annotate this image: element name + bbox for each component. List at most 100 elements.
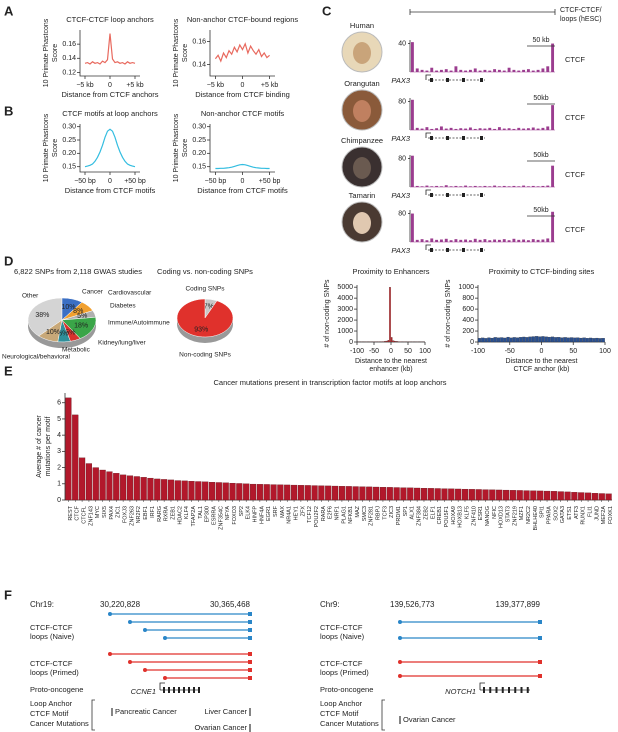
bar: [373, 486, 380, 501]
bar: [379, 487, 387, 501]
bar: [366, 486, 373, 501]
anchor: [248, 620, 252, 624]
legend-text: Cancer Mutations: [320, 719, 379, 728]
exon: [430, 193, 433, 197]
gene-name: CCNE1: [131, 687, 156, 696]
y-tick-label: 400: [462, 317, 474, 324]
x-tick-label: NR4A1: [287, 506, 293, 524]
y-tick-label: 4000: [337, 295, 353, 302]
line: [84, 33, 136, 65]
x-tick-label: E2F6: [328, 506, 334, 519]
track-bar: [435, 185, 439, 187]
track-bar: [502, 185, 506, 187]
y-axis-label: 10 Primate Phastcons: [43, 18, 50, 87]
bar: [311, 485, 318, 501]
bar: [126, 475, 134, 501]
x-tick-label: 0: [540, 348, 544, 355]
track-bar: [483, 185, 487, 187]
x-tick-label: FLI1: [588, 506, 594, 517]
exon: [462, 78, 465, 82]
x-tick-label: IRF1: [150, 506, 156, 518]
exon: [188, 687, 190, 693]
x-tick-label: ZNF143: [88, 506, 94, 526]
x-tick-label: ZNF219: [512, 506, 518, 526]
bar: [554, 337, 558, 343]
bar: [530, 490, 537, 501]
chart-title: CTCF motifs at loop anchors: [62, 109, 158, 118]
anchor: [248, 668, 252, 672]
bar: [500, 337, 504, 343]
track-label: CTCF: [565, 170, 585, 179]
row-label: Proto-oncogene: [320, 685, 373, 694]
species-name: Human: [350, 21, 374, 30]
track-bar: [435, 70, 439, 72]
bar: [65, 397, 72, 501]
exon: [495, 687, 498, 693]
bar: [578, 492, 585, 501]
track-bar: [488, 70, 492, 72]
bar: [516, 490, 523, 501]
track-bar: [526, 186, 530, 187]
anchor: [248, 636, 252, 640]
value-label: 10%: [62, 304, 76, 311]
x-tick-label: ZNF281: [369, 506, 375, 526]
track-bar: [459, 186, 463, 187]
track-bar: [439, 69, 443, 72]
y-tick-label: 80: [398, 210, 406, 217]
pie-slice: [38, 319, 63, 343]
bar: [385, 340, 388, 343]
exon: [168, 687, 170, 693]
bar: [99, 469, 106, 501]
y-tick-label: 0.25: [192, 137, 206, 144]
x-tick-label: SRF: [273, 505, 279, 517]
bar: [585, 338, 589, 343]
panel-label: C: [322, 3, 332, 18]
track-bar: [551, 165, 555, 187]
track-bar: [531, 70, 535, 72]
bar: [489, 489, 496, 501]
x-tick-label: 100: [599, 348, 611, 355]
x-tick-label: TCF3: [382, 506, 388, 520]
slice-label: Immune/Autoimmune: [108, 320, 170, 327]
bar: [222, 482, 229, 501]
slice-label: Neurological/behavioral: [2, 354, 70, 361]
anchor: [538, 674, 542, 678]
tss-arrow: [425, 74, 431, 80]
x-tick-label: GATA3: [560, 506, 566, 523]
track-bar: [546, 66, 550, 72]
bar: [519, 337, 523, 343]
y-tick-label: 0.16: [192, 38, 206, 45]
track-bar: [493, 185, 497, 187]
track-bar: [536, 128, 540, 130]
y-tick-label: 800: [462, 295, 474, 302]
y-axis-label: # of non-coding SNPs: [445, 279, 452, 348]
bar: [477, 338, 481, 343]
track-label: loops (Naive): [30, 632, 75, 641]
x-tick-label: 0: [241, 82, 245, 89]
scale-label: 50 kb: [532, 37, 549, 44]
track-bar: [488, 127, 492, 130]
bar: [523, 490, 530, 501]
bar: [345, 486, 352, 501]
bar: [509, 490, 516, 501]
bar: [579, 337, 583, 343]
anchor: [398, 660, 402, 664]
bar: [332, 485, 339, 501]
panel-label: E: [4, 363, 13, 378]
bar: [256, 484, 263, 501]
y-tick-label: 1000: [337, 328, 353, 335]
line: [215, 163, 270, 170]
exon: [508, 687, 510, 693]
anchor: [248, 628, 252, 632]
gene-name: PAX3: [391, 134, 410, 143]
x-tick-label: HINFP: [252, 506, 258, 523]
track-bar: [488, 240, 492, 242]
axis: [477, 285, 605, 343]
track-bar: [410, 155, 414, 187]
bar: [79, 457, 86, 501]
track-bar: [464, 239, 468, 242]
track-bar: [478, 239, 482, 242]
track-bar: [512, 128, 516, 130]
x-tick-label: RUNX1: [581, 506, 587, 525]
bar: [243, 483, 250, 501]
